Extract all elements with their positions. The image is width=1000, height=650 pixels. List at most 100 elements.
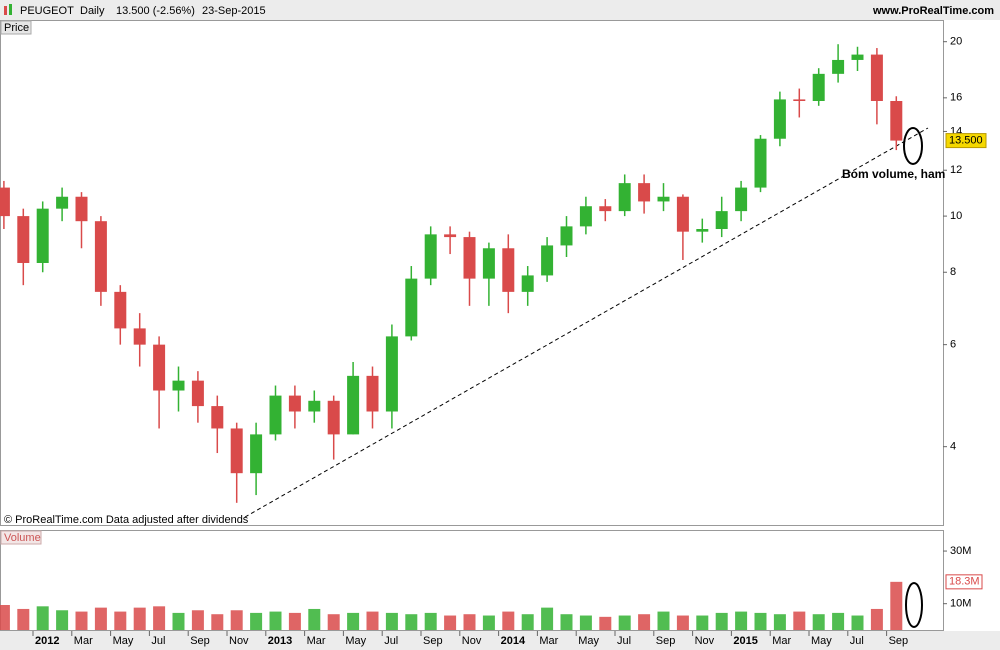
- volume-panel: [0, 530, 944, 631]
- candle-body: [17, 216, 30, 263]
- copyright: © ProRealTime.com Data adjusted after di…: [4, 514, 249, 526]
- candle-body: [715, 211, 728, 230]
- x-tick-label: Sep: [656, 635, 676, 647]
- x-tick-label: Sep: [889, 635, 909, 647]
- y-tick-label: 30M: [950, 545, 971, 557]
- candle-body: [773, 99, 786, 139]
- x-tick-label: Mar: [307, 635, 326, 647]
- candle-body: [308, 400, 321, 412]
- x-tick-label: Jul: [617, 635, 631, 647]
- x-tick-label: 2015: [733, 635, 757, 647]
- candle-body: [541, 245, 554, 276]
- symbol: PEUGEOT: [20, 5, 74, 17]
- candle-body: [638, 183, 651, 202]
- volume-bar: [269, 611, 282, 630]
- volume-bar: [211, 614, 224, 630]
- last-price-label: 13.500: [949, 134, 983, 146]
- panel-label-box: [0, 530, 42, 545]
- volume-bar: [890, 581, 903, 630]
- x-axis-bar: [0, 631, 1000, 650]
- volume-bar: [676, 615, 689, 630]
- volume-bar: [114, 611, 127, 630]
- volume-bar: [153, 606, 166, 630]
- price-title: Price: [4, 22, 29, 34]
- candle-body: [618, 183, 631, 212]
- candle-body: [851, 54, 864, 60]
- x-tick-label: Jul: [384, 635, 398, 647]
- candle-body: [153, 344, 166, 391]
- volume-bar: [191, 610, 204, 630]
- candle-body: [812, 73, 825, 101]
- volume-bar: [94, 607, 107, 630]
- volume-bar: [715, 612, 728, 630]
- volume-bar: [541, 607, 554, 630]
- candle-body: [230, 428, 243, 474]
- candle-body: [579, 206, 592, 227]
- candle-body: [890, 101, 903, 141]
- x-tick-label: Nov: [462, 635, 482, 647]
- volume-bar: [230, 610, 243, 630]
- volume-bar: [773, 614, 786, 630]
- candle-body: [288, 395, 301, 412]
- volume-bar: [793, 611, 806, 630]
- trend-line: [244, 127, 929, 518]
- x-tick-label: Sep: [190, 635, 210, 647]
- candle-body: [94, 221, 107, 292]
- candle-body: [870, 54, 883, 101]
- candle-body: [696, 229, 709, 232]
- x-tick-label: May: [113, 635, 134, 647]
- y-tick-label: 10M: [950, 598, 971, 610]
- last-volume-label: 18.3M: [949, 576, 980, 588]
- volume-bar: [618, 615, 631, 630]
- x-tick-label: May: [578, 635, 599, 647]
- volume-bar: [347, 612, 360, 630]
- volume-bar: [405, 614, 418, 630]
- volume-bar: [56, 610, 69, 630]
- volume-bar: [75, 611, 88, 630]
- candle-body: [444, 234, 457, 238]
- volume-title: Volume: [4, 532, 41, 544]
- y-tick-label: 4: [950, 441, 956, 453]
- candle-body: [366, 375, 379, 412]
- y-tick-label: 20: [950, 36, 962, 48]
- candle-body: [521, 275, 534, 292]
- highlight-ellipse: [905, 582, 923, 628]
- volume-bar: [812, 614, 825, 630]
- candle-body: [676, 196, 689, 232]
- last-volume-box: [945, 574, 983, 590]
- candle-body: [793, 99, 806, 102]
- candle-body: [754, 138, 767, 188]
- volume-bar: [327, 614, 340, 630]
- x-tick-label: Jul: [850, 635, 864, 647]
- x-tick-label: Sep: [423, 635, 443, 647]
- candle-body: [0, 187, 10, 217]
- comment: Bom volume, ham: [842, 167, 945, 181]
- last-price-box: [945, 133, 987, 149]
- volume-bar: [463, 614, 476, 630]
- volume-bar: [366, 611, 379, 630]
- volume-bar: [696, 615, 709, 630]
- x-tick-label: Nov: [229, 635, 249, 647]
- candle-body: [269, 395, 282, 435]
- candle-body: [75, 196, 88, 222]
- x-tick-label: Mar: [74, 635, 93, 647]
- date: 23-Sep-2015: [202, 5, 266, 17]
- candle-body: [347, 375, 360, 435]
- quote: 13.500 (-2.56%): [116, 5, 195, 17]
- volume-bar: [851, 615, 864, 630]
- x-tick-label: Jul: [151, 635, 165, 647]
- site: www.ProRealTime.com: [872, 5, 994, 17]
- volume-bar: [754, 612, 767, 630]
- volume-bar: [638, 614, 651, 630]
- volume-bar: [482, 615, 495, 630]
- candle-body: [36, 208, 49, 263]
- y-tick-label: 12: [950, 164, 962, 176]
- volume-bar: [657, 611, 670, 630]
- candle-body: [405, 278, 418, 337]
- candle-body: [114, 291, 127, 329]
- volume-bar: [521, 614, 534, 630]
- candle-body: [735, 187, 748, 212]
- candle-body: [211, 406, 224, 429]
- volume-bar: [250, 612, 263, 630]
